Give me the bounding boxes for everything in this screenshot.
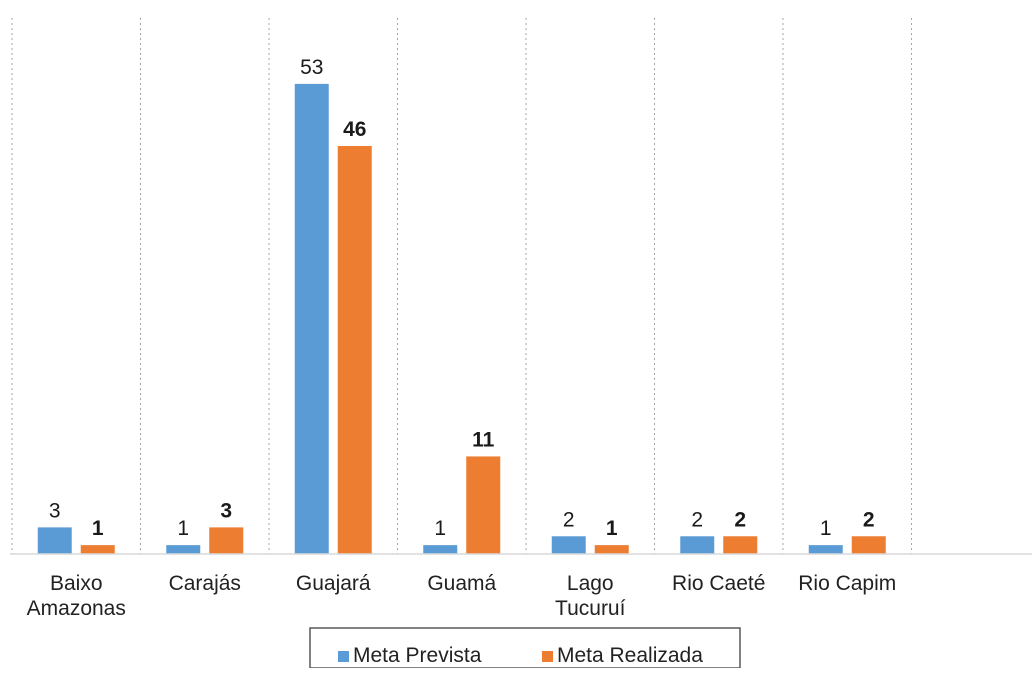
bar-meta-prevista-lago-tucurui [551, 536, 586, 554]
data-label-meta-realizada-carajas: 3 [220, 499, 232, 522]
bar-meta-prevista-guama [423, 545, 458, 554]
bar-meta-realizada-rio-capim [851, 536, 886, 554]
tick-label-carajas: Carajás [169, 572, 241, 595]
data-label-meta-prevista-baixo-amazonas: 3 [49, 499, 61, 522]
data-label-meta-realizada-guama: 11 [472, 428, 495, 451]
bar-meta-prevista-carajas [166, 545, 201, 554]
tick-label-rio-capim: Rio Capim [798, 572, 896, 595]
data-label-meta-realizada-baixo-amazonas: 1 [92, 517, 104, 540]
data-label-meta-prevista-rio-capim: 1 [820, 517, 832, 540]
data-label-meta-prevista-rio-caete: 2 [691, 508, 703, 531]
bar-meta-realizada-rio-caete [723, 536, 758, 554]
bar-meta-realizada-guama [466, 456, 501, 554]
data-label-meta-realizada-rio-caete: 2 [734, 508, 746, 531]
data-label-meta-prevista-guajara: 53 [300, 56, 323, 79]
tick-label-rio-caete: Rio Caeté [672, 572, 765, 595]
legend-label-meta-realizada: Meta Realizada [557, 644, 703, 667]
x-tick-labels: Baixo Amazonas Carajás Guajará Guamá Lago Tucu… [27, 572, 897, 620]
data-label-meta-prevista-carajas: 1 [177, 517, 189, 540]
data-label-meta-realizada-guajara: 46 [343, 118, 366, 141]
bars [37, 83, 886, 555]
bar-meta-realizada-carajas [209, 527, 244, 554]
data-label-meta-realizada-lago-tucurui: 1 [606, 517, 618, 540]
tick-label-guama: Guamá [427, 572, 496, 595]
bar-meta-realizada-guajara [337, 145, 372, 555]
tick-label-lago-tucurui: Lago Tucuruí [555, 572, 626, 620]
data-label-meta-realizada-rio-capim: 2 [863, 508, 875, 531]
legend-swatch-meta-prevista [338, 651, 349, 662]
grid-lines [11, 18, 912, 554]
legend-label-meta-prevista: Meta Prevista [353, 644, 482, 667]
data-label-meta-prevista-guama: 1 [434, 517, 446, 540]
bar-meta-prevista-guajara [294, 83, 329, 554]
tick-label-baixo-amazonas: Baixo Amazonas [27, 572, 126, 620]
bar-meta-realizada-lago-tucurui [594, 545, 629, 554]
bar-meta-realizada-baixo-amazonas [80, 545, 115, 554]
data-label-meta-prevista-lago-tucurui: 2 [563, 508, 575, 531]
bar-meta-prevista-rio-caete [680, 536, 715, 554]
legend-swatch-meta-realizada [542, 651, 553, 662]
bar-meta-prevista-baixo-amazonas [37, 527, 72, 554]
tick-label-guajara: Guajará [296, 572, 371, 595]
legend: Meta Prevista Meta Realizada [309, 627, 741, 669]
legend-box [309, 627, 741, 669]
bar-meta-prevista-rio-capim [808, 545, 843, 554]
